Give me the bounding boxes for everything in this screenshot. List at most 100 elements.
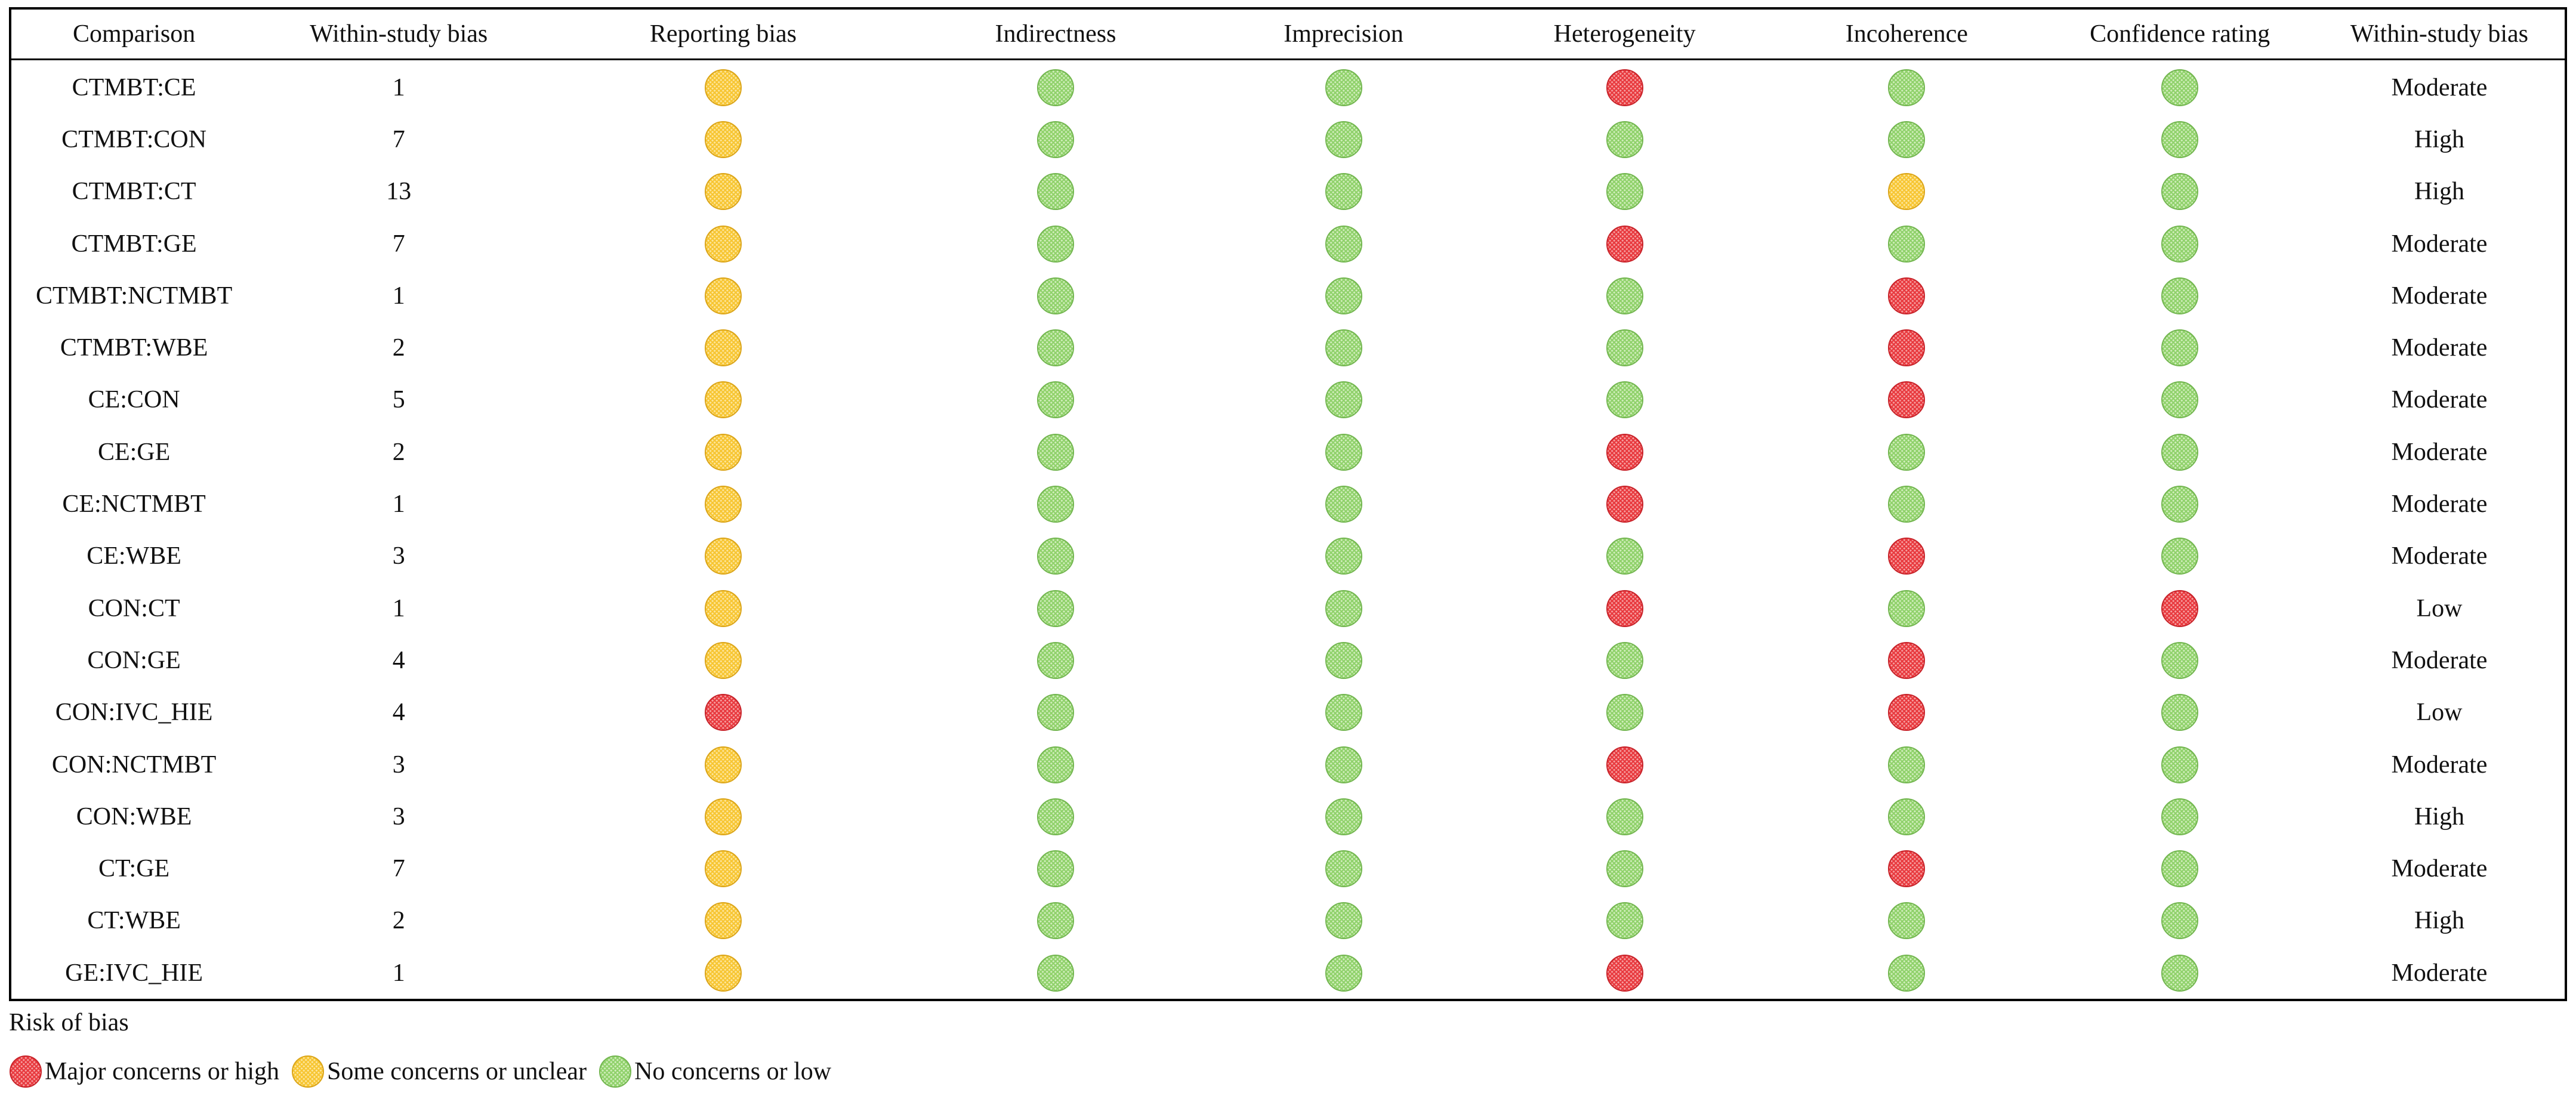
table-row: CON:IVC_HIE 4 Low [10, 687, 2566, 739]
study-count-cell: 1 [392, 490, 405, 518]
rating-cell [541, 218, 906, 270]
rating-dot-low [2161, 433, 2199, 471]
rating-cell [2046, 60, 2314, 114]
rating-cell [906, 374, 1205, 426]
rating-dot-some [704, 954, 742, 992]
rating-cell [1767, 322, 2046, 373]
rating-dot-low [1606, 329, 1643, 367]
rating-cell [2046, 582, 2314, 634]
rating-cell [1767, 687, 2046, 739]
rating-dot-major [1606, 589, 1643, 627]
rating-dot-some [704, 121, 742, 158]
rating-dot-major [704, 694, 742, 731]
rating-cell [906, 478, 1205, 530]
study-count-cell: 7 [392, 125, 405, 153]
rating-dot-low [1888, 433, 1926, 471]
rating-cell [1482, 739, 1767, 791]
rating-dot-low [2161, 641, 2199, 679]
study-count-cell: 4 [392, 699, 405, 727]
rating-cell [1205, 60, 1482, 114]
table-row: CON:WBE 3 High [10, 791, 2566, 842]
rating-dot-low [1888, 589, 1926, 627]
rating-cell [906, 842, 1205, 894]
rating-dot-major [1606, 954, 1643, 992]
rating-cell [906, 582, 1205, 634]
rating-dot-some [704, 486, 742, 523]
comparison-cell: CE:WBE [87, 542, 181, 570]
study-count-cell: 1 [392, 594, 405, 622]
rating-cell [1767, 166, 2046, 218]
rating-cell [2046, 791, 2314, 842]
comparison-cell: CTMBT:GE [71, 230, 197, 258]
rating-dot-low [1606, 173, 1643, 211]
rating-cell [1205, 739, 1482, 791]
rating-dot-major [1888, 641, 1926, 679]
rating-dot-low [2161, 850, 2199, 888]
overall-rating-cell: Moderate [2391, 646, 2488, 674]
comparison-cell: CTMBT:CE [72, 73, 196, 101]
rating-dot-low [1036, 433, 1074, 471]
legend-dot-low [599, 1055, 632, 1088]
rating-cell [906, 791, 1205, 842]
study-count-cell: 1 [392, 73, 405, 101]
rating-cell [2046, 478, 2314, 530]
rating-cell [2046, 530, 2314, 582]
grade-assessment-table: Comparison Within-study bias Reporting bia… [9, 7, 2567, 1002]
rating-dot-low [1036, 173, 1074, 211]
table-row: CE:WBE 3 Moderate [10, 530, 2566, 582]
rating-cell [1482, 426, 1767, 478]
rating-cell [1482, 634, 1767, 686]
comparison-cell: CTMBT:CON [61, 125, 207, 153]
rating-dot-low [2161, 798, 2199, 835]
rating-dot-major [2161, 589, 2199, 627]
rating-cell [906, 426, 1205, 478]
legend-item-low: No concerns or low [599, 1055, 831, 1088]
rating-dot-low [2161, 381, 2199, 419]
rating-dot-low [1606, 641, 1643, 679]
rating-dot-low [1036, 329, 1074, 367]
rating-dot-some [704, 433, 742, 471]
rating-cell [541, 426, 906, 478]
study-count-cell: 4 [392, 646, 405, 674]
rating-dot-low [1036, 121, 1074, 158]
rating-cell [1482, 218, 1767, 270]
rating-dot-major [1606, 746, 1643, 783]
rating-dot-low [2161, 121, 2199, 158]
rating-cell [1482, 582, 1767, 634]
rating-cell [906, 113, 1205, 165]
comparison-cell: GE:IVC_HIE [65, 959, 203, 987]
legend-item-some: Some concerns or unclear [291, 1055, 587, 1088]
rating-dot-low [1606, 381, 1643, 419]
overall-rating-cell: Moderate [2391, 282, 2488, 310]
overall-rating-cell: Moderate [2391, 386, 2488, 414]
rating-dot-low [1036, 850, 1074, 888]
rating-cell [1767, 374, 2046, 426]
rating-dot-some [704, 329, 742, 367]
rating-dot-low [1325, 798, 1362, 835]
rating-cell [541, 60, 906, 114]
rating-cell [1205, 113, 1482, 165]
study-count-cell: 1 [392, 959, 405, 987]
rating-cell [1205, 374, 1482, 426]
rating-cell [1205, 895, 1482, 947]
rating-cell [541, 947, 906, 1000]
rating-dot-some [704, 173, 742, 211]
legend-title: Risk of bias [9, 1009, 129, 1036]
rating-cell [906, 270, 1205, 322]
rating-dot-low [1036, 798, 1074, 835]
overall-rating-cell: Moderate [2391, 438, 2488, 466]
study-count-cell: 2 [392, 334, 405, 362]
table-row: CT:WBE 2 High [10, 895, 2566, 947]
rating-dot-major [1888, 538, 1926, 575]
rating-cell [541, 374, 906, 426]
rating-cell [1205, 218, 1482, 270]
legend: Major concerns or high Some concerns or u… [9, 1055, 843, 1088]
rating-dot-low [2161, 173, 2199, 211]
table-row: CTMBT:WBE 2 Moderate [10, 322, 2566, 373]
rating-cell [541, 530, 906, 582]
rating-cell [2046, 426, 2314, 478]
rating-dot-low [1325, 589, 1362, 627]
rating-dot-major [1888, 277, 1926, 314]
rating-cell [906, 166, 1205, 218]
